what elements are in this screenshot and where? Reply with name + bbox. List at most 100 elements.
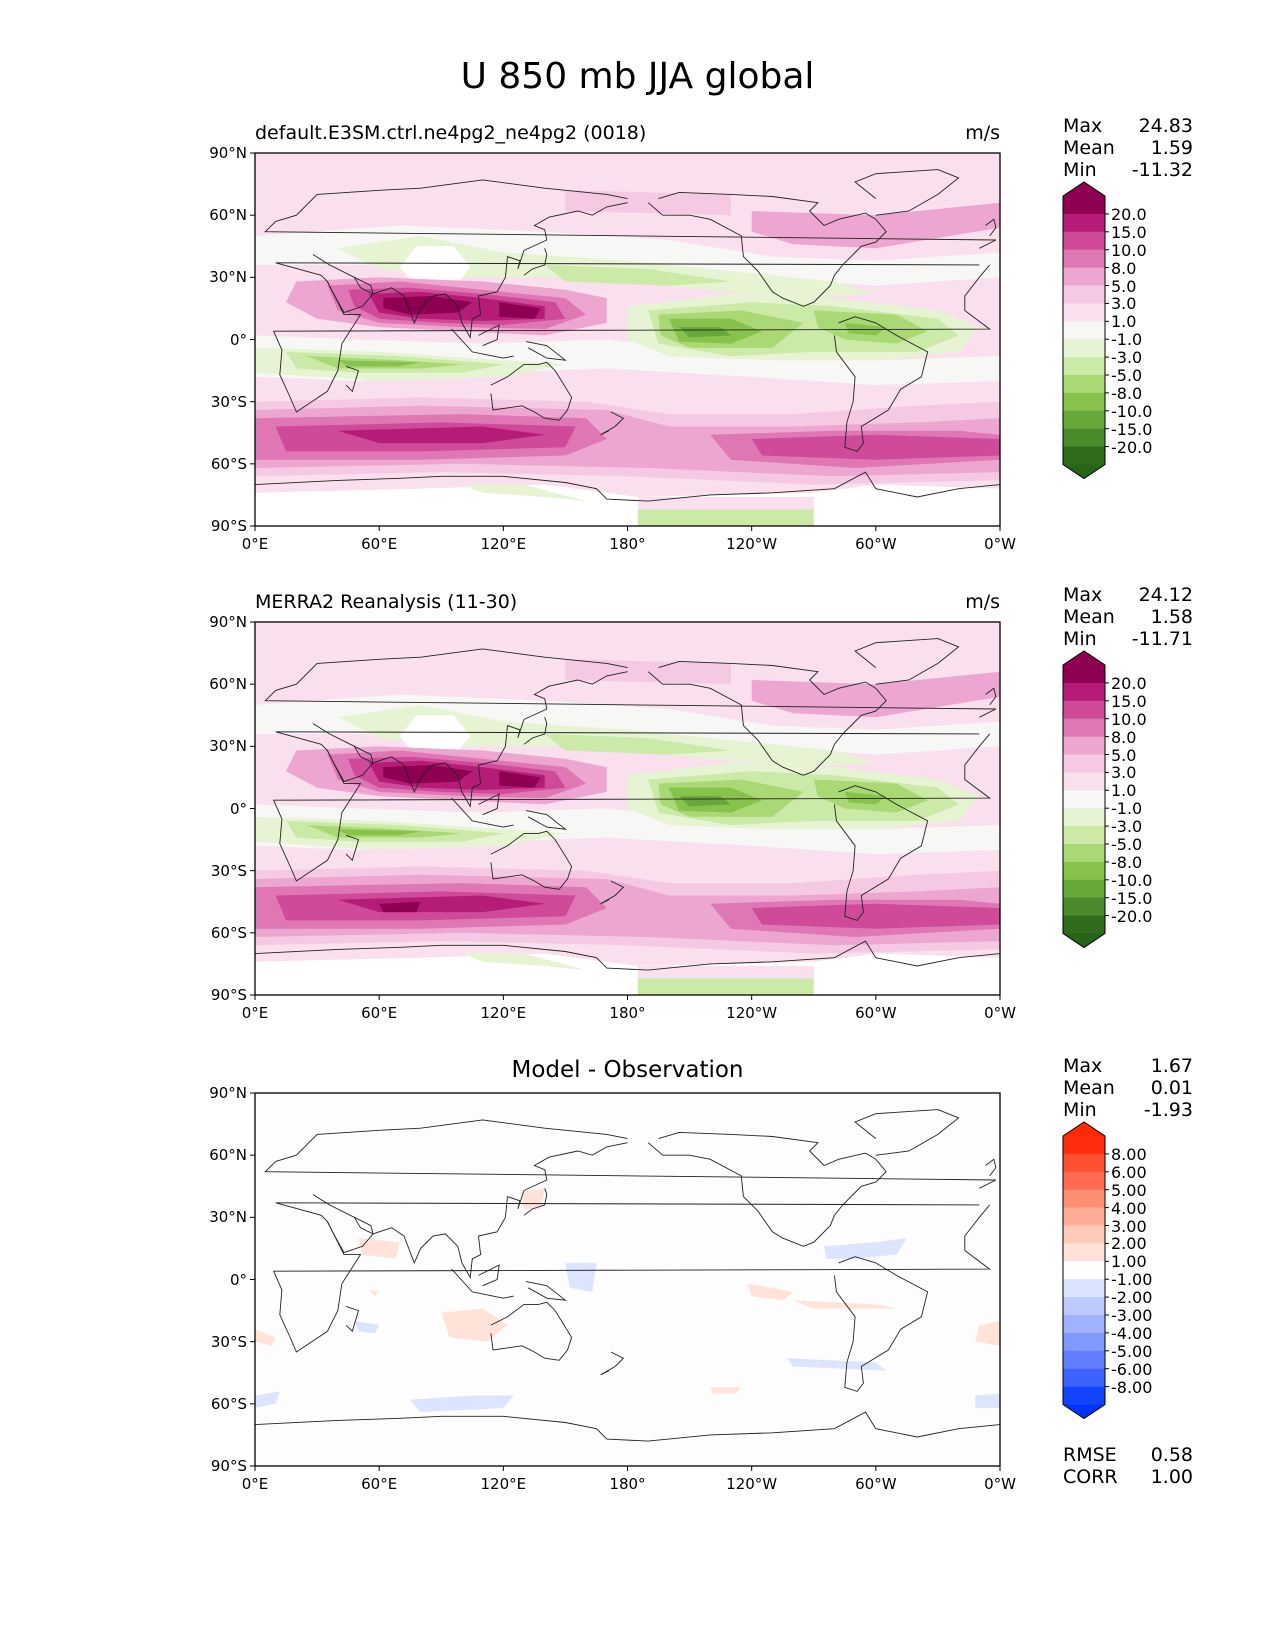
- stat-row: RMSE 0.58: [1063, 1444, 1193, 1466]
- colorbar-tick-label: -10.0: [1111, 401, 1153, 421]
- coastline: [526, 341, 567, 361]
- colorbar-tick-label: 5.00: [1111, 1180, 1147, 1200]
- colorbar-swatch: [1063, 826, 1105, 845]
- colorbar-tick-label: -1.00: [1111, 1270, 1153, 1290]
- coastline: [833, 316, 929, 452]
- colorbar-tick-label: 8.0: [1111, 258, 1137, 278]
- map-field-diff: [255, 1093, 1000, 1466]
- colorbar-swatch: [1063, 1332, 1105, 1352]
- stats-box: Max 24.12 Mean 1.58 Min -11.71: [1063, 584, 1193, 650]
- colorbar-tick-label: -6.00: [1111, 1359, 1153, 1379]
- coastline: [647, 191, 887, 307]
- stat-value: 1.58: [1150, 606, 1193, 628]
- x-tick-label: 0°W: [984, 1475, 1016, 1493]
- colorbar-tick-label: 15.0: [1111, 222, 1147, 242]
- colorbar-swatch: [1063, 285, 1105, 304]
- coastline: [312, 671, 628, 808]
- stat-label: Min: [1063, 628, 1097, 650]
- colorbar-swatch: [1063, 1189, 1105, 1209]
- coastline: [600, 411, 625, 436]
- coastline: [490, 361, 573, 421]
- coastline: [255, 1411, 1000, 1442]
- colorbar-swatch: [1063, 267, 1105, 286]
- colorbar-swatch: [1063, 1315, 1105, 1334]
- colorbar-swatch: [1063, 1297, 1105, 1316]
- stat-value: 24.12: [1138, 584, 1193, 606]
- colorbar-swatch: [1063, 790, 1105, 809]
- x-tick-label: 0°W: [984, 535, 1016, 553]
- stat-label: RMSE: [1063, 1444, 1117, 1466]
- colorbar-tick-label: -8.0: [1111, 383, 1143, 403]
- stat-row: Min -11.71: [1063, 628, 1193, 650]
- y-tick-label: 90°N: [209, 613, 247, 631]
- y-tick-label: 60°N: [209, 675, 247, 694]
- stat-label: CORR: [1063, 1466, 1118, 1488]
- coastline: [345, 1305, 360, 1333]
- colorbar-swatch: [1063, 844, 1105, 863]
- stat-row: Mean 0.01: [1063, 1077, 1193, 1099]
- stat-value: 24.83: [1138, 115, 1193, 137]
- colorbar-extend-min: [1063, 933, 1105, 948]
- coastline: [526, 810, 567, 830]
- extra-stats-box: RMSE 0.58 CORR 1.00: [1063, 1444, 1193, 1488]
- stat-row: Min -1.93: [1063, 1099, 1193, 1121]
- colorbar-swatch: [1063, 808, 1105, 827]
- stats-box: Max 1.67 Mean 0.01 Min -1.93: [1063, 1055, 1193, 1121]
- y-tick-label: 30°N: [209, 737, 247, 756]
- colorbar-outline: [1062, 1121, 1106, 1420]
- colorbar-tick-label: -2.00: [1111, 1288, 1153, 1308]
- coastline: [326, 746, 374, 783]
- colorbar-extend-max: [1063, 182, 1105, 196]
- colorbar-tick-label: 20.0: [1111, 204, 1147, 224]
- x-tick-label: 120°E: [480, 1475, 527, 1493]
- colorbar-tick-label: -15.0: [1111, 419, 1153, 439]
- stat-row: Max 24.12: [1063, 584, 1193, 606]
- colorbar-swatch: [1063, 1225, 1105, 1244]
- colorbar-tick-label: 1.00: [1111, 1252, 1147, 1272]
- colorbar-swatch: [1063, 1153, 1105, 1173]
- y-tick-label: 30°N: [209, 268, 247, 287]
- x-tick-label: 120°W: [726, 1475, 778, 1493]
- colorbar-swatch: [1063, 1207, 1105, 1226]
- coastline: [326, 1217, 374, 1254]
- colorbar-swatch: [1063, 682, 1105, 702]
- colorbar-swatch: [1063, 736, 1105, 755]
- stat-value: -11.71: [1131, 628, 1193, 650]
- colorbar-swatch: [1063, 754, 1105, 773]
- coastline: [490, 830, 573, 890]
- colorbar-tick-label: 1.0: [1111, 312, 1137, 332]
- coastline: [478, 1264, 500, 1287]
- coastline: [264, 1119, 997, 1189]
- y-tick-label: 30°S: [210, 1332, 247, 1351]
- y-tick-label: 60°N: [209, 206, 247, 225]
- colorbar-tick-label: -8.00: [1111, 1377, 1153, 1397]
- panel-title: Model - Observation: [511, 1057, 744, 1083]
- panel-units: m/s: [965, 591, 1000, 613]
- coastline: [854, 638, 960, 685]
- x-tick-label: 120°W: [726, 1004, 778, 1022]
- colorbar-tick-label: -4.00: [1111, 1323, 1153, 1343]
- colorbar-swatch: [1063, 303, 1105, 322]
- colorbar-tick-label: 15.0: [1111, 691, 1147, 711]
- y-tick-label: 30°N: [209, 1208, 247, 1227]
- colorbar-outline: [1062, 650, 1106, 949]
- colorbar: [1062, 1121, 1109, 1420]
- colorbar-swatch: [1063, 357, 1105, 376]
- colorbar-tick-label: -15.0: [1111, 888, 1153, 908]
- stat-row: Min -11.32: [1063, 159, 1193, 181]
- colorbar-tick-label: 20.0: [1111, 673, 1147, 693]
- colorbar-tick-label: 5.0: [1111, 745, 1137, 765]
- x-tick-label: 60°E: [361, 535, 398, 553]
- colorbar-swatch: [1063, 915, 1105, 934]
- coastline: [255, 940, 1000, 971]
- coastline: [264, 648, 997, 718]
- stat-value: 1.00: [1150, 1466, 1193, 1488]
- colorbar-tick-label: 3.0: [1111, 294, 1137, 314]
- coastline: [523, 1188, 548, 1216]
- y-tick-label: 60°S: [210, 923, 247, 942]
- y-tick-label: 0°: [229, 1270, 247, 1289]
- colorbar-swatch: [1063, 392, 1105, 412]
- colorbar-swatch: [1063, 772, 1105, 791]
- x-tick-label: 0°E: [241, 1004, 269, 1022]
- y-tick-label: 60°S: [210, 1394, 247, 1413]
